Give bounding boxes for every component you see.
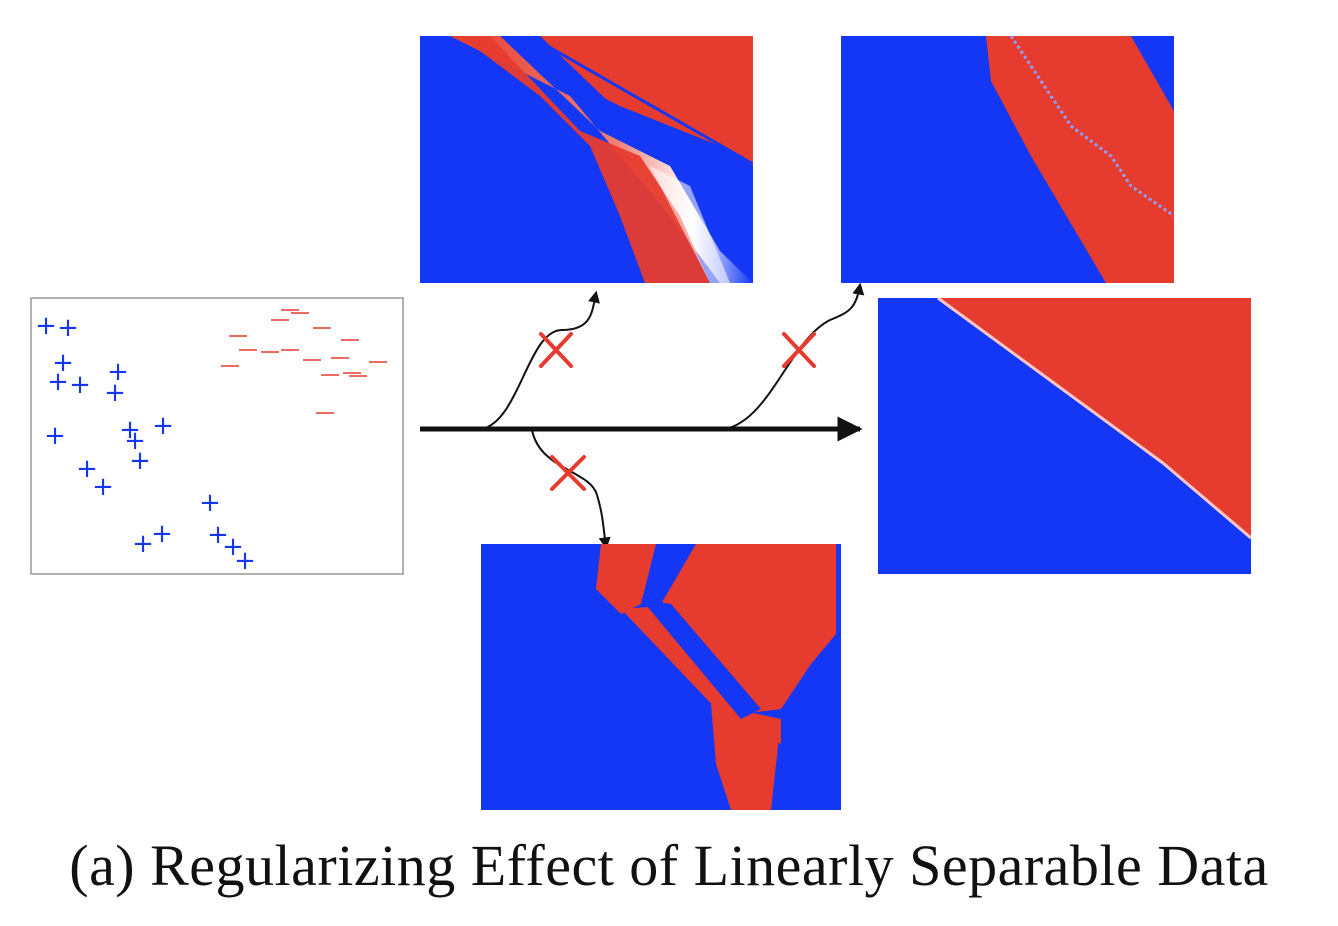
positive-point: +	[44, 421, 66, 451]
positive-point: +	[199, 488, 221, 518]
positive-point: +	[124, 426, 146, 456]
positive-points: + +++ + +++ ++ +++++++ +++	[35, 311, 256, 576]
branch-arrow-top-right	[724, 282, 865, 430]
rejected-boundary-top-right	[841, 36, 1174, 283]
final-linear-boundary	[878, 298, 1251, 574]
reject-x-icon	[550, 455, 586, 491]
positive-point: +	[76, 454, 98, 484]
positive-point: +	[52, 348, 74, 378]
positive-point: +	[119, 415, 141, 445]
branch-arrow-top-left	[481, 290, 600, 430]
positive-point: +	[104, 378, 126, 408]
positive-point: +	[107, 357, 129, 387]
positive-point: +	[35, 311, 57, 341]
positive-point: +	[207, 520, 229, 550]
training-data-scatter: + +++ + +++ ++ +++++++ +++	[30, 297, 404, 576]
positive-point: +	[234, 546, 256, 576]
positive-point: +	[152, 411, 174, 441]
negative-points	[221, 309, 387, 414]
positive-point: +	[151, 519, 173, 549]
positive-point: +	[129, 446, 151, 476]
rejected-boundary-top-left	[420, 36, 753, 283]
reject-x-icon	[539, 332, 573, 368]
figure-caption: (a) Regularizing Effect of Linearly Sepa…	[69, 833, 1269, 898]
reject-x-icon	[782, 332, 816, 368]
positive-point: +	[57, 313, 79, 343]
positive-point: +	[92, 472, 114, 502]
rejected-boundary-bottom	[481, 544, 841, 810]
branch-arrow-bottom	[531, 429, 611, 550]
positive-point: +	[47, 367, 69, 397]
positive-point: +	[222, 532, 244, 562]
positive-point: +	[69, 370, 91, 400]
positive-point: +	[132, 529, 154, 559]
scatter-frame	[30, 297, 404, 575]
